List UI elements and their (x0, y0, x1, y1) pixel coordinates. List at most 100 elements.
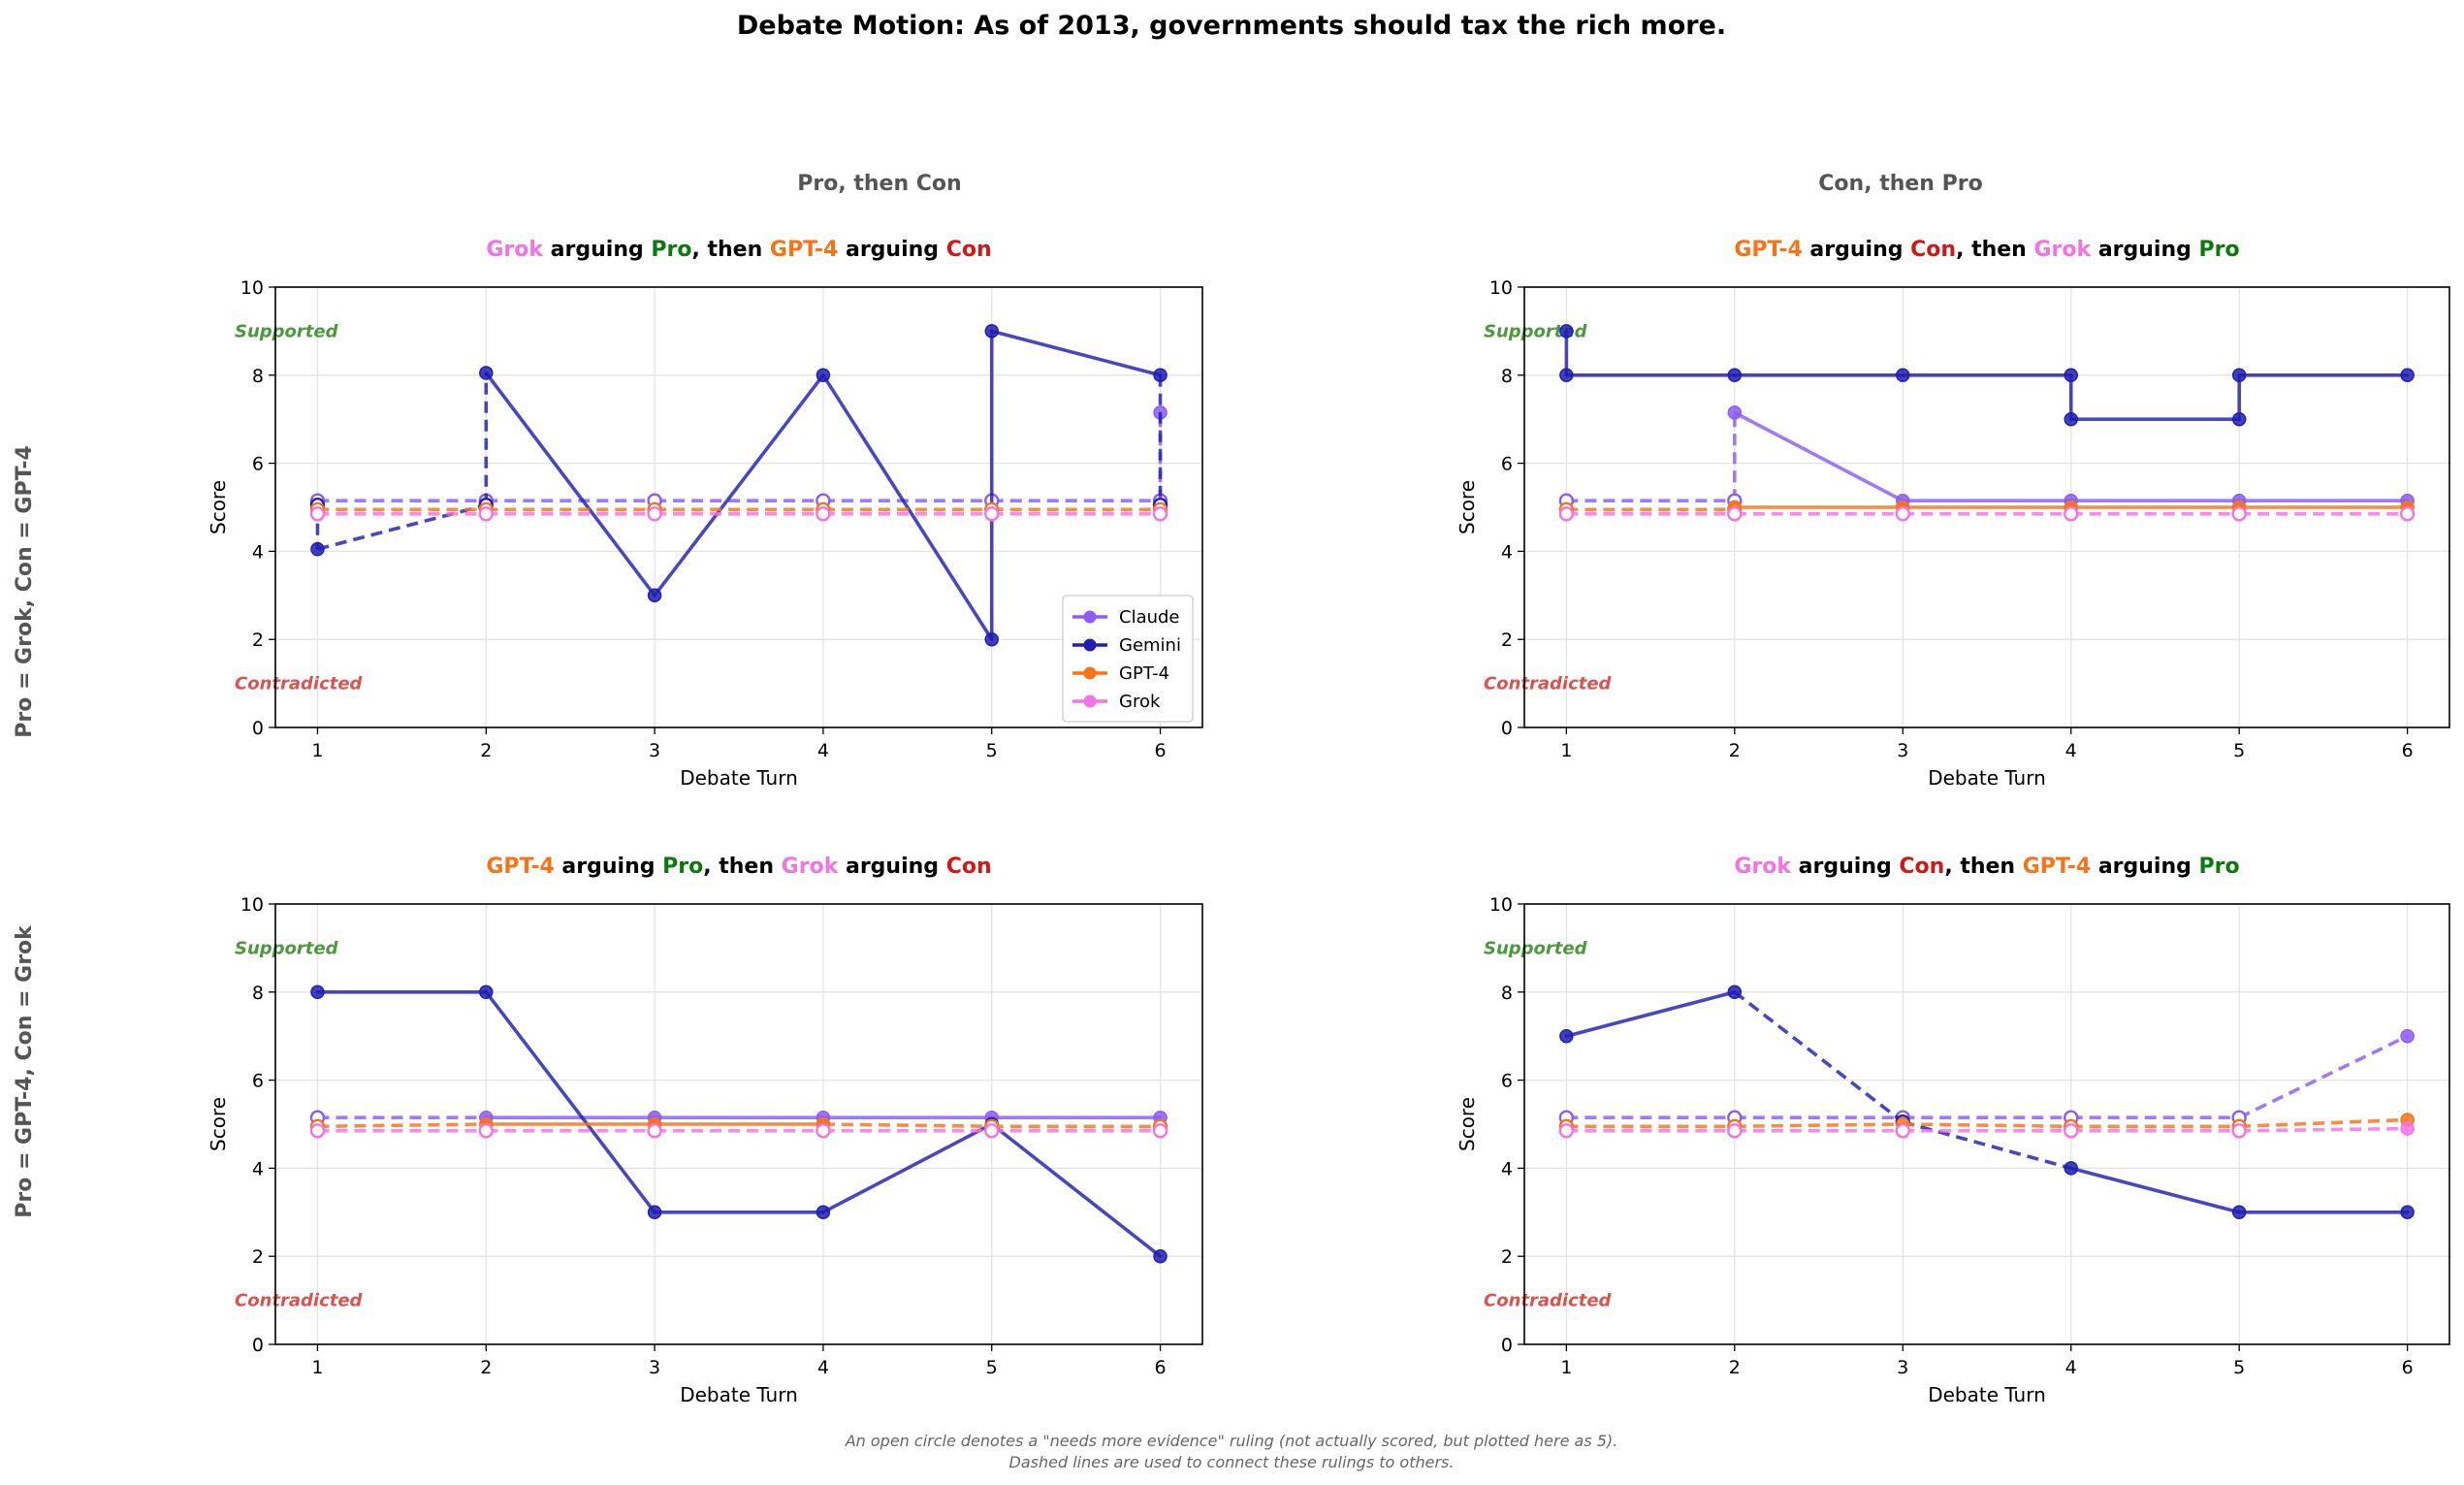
series-segment (1734, 1122, 1904, 1129)
y-tick-label: 0 (252, 1335, 264, 1356)
x-tick-label: 6 (1154, 1357, 1166, 1378)
series-claude (1558, 1028, 2415, 1125)
data-point (2400, 1205, 2415, 1220)
x-tick-label: 6 (2402, 740, 2414, 761)
y-tick-label: 4 (252, 1158, 264, 1179)
panel-title-part: , then (1956, 238, 2033, 262)
y-tick-label: 8 (252, 366, 264, 387)
data-point (647, 1123, 662, 1139)
x-tick-label: 4 (2065, 1357, 2077, 1378)
series-segment (989, 1122, 1163, 1258)
series-segment (1902, 1119, 2072, 1171)
panel-title-part: GPT-4 (1734, 238, 1802, 262)
column-header-right: Con, then Pro (1818, 172, 1982, 196)
y-tick-label: 0 (1501, 718, 1513, 739)
data-point (984, 324, 999, 339)
annotation-contradicted: Contradicted (235, 1291, 364, 1311)
axes-frame (1523, 903, 2450, 1345)
x-axis-label: Debate Turn (680, 766, 798, 790)
y-tick-label: 10 (240, 277, 264, 299)
panel-title-part: arguing (2091, 855, 2198, 879)
annotation-contradicted: Contradicted (1484, 674, 1613, 694)
row-label-top: Pro = Grok, Con = GPT-4 (13, 445, 37, 738)
y-tick-label: 6 (252, 454, 264, 475)
legend-label: Claude (1119, 607, 1180, 628)
y-tick-label: 2 (252, 630, 264, 651)
x-tick-label: 5 (2233, 740, 2245, 761)
data-point (984, 1123, 1000, 1139)
series-claude (309, 405, 1168, 508)
series-gemini (1559, 985, 2415, 1220)
series-grok (1558, 506, 2416, 522)
panel-title-part: Grok (1734, 855, 1792, 879)
panel-title-part: arguing (2091, 238, 2198, 262)
series-segment (989, 329, 1163, 377)
panel-title-part: , then (691, 238, 769, 262)
series-grok (1558, 1121, 2415, 1139)
data-point (2064, 1161, 2078, 1176)
x-axis-label: Debate Turn (1928, 766, 2046, 790)
data-point (1895, 1123, 1910, 1139)
data-point (310, 985, 325, 1000)
x-tick-label: 3 (1897, 740, 1908, 761)
panel-title: Grok arguing Pro, then GPT-4 arguing Con (486, 238, 991, 262)
series-segment (484, 989, 656, 1214)
panel-1: Supported Contradicted 1 2 3 4 5 6 0 2 4 6 8 10 Debate… (207, 238, 1203, 790)
panel-4: Supported Contradicted 1 2 3 4 5 6 0 2 4 6 8 10 Debate… (1456, 855, 2450, 1406)
y-tick-label: 8 (252, 983, 264, 1004)
panel-title-part: , then (1944, 855, 2022, 879)
y-tick-label: 6 (1501, 454, 1513, 475)
data-point (1153, 1248, 1168, 1264)
data-point (2064, 1123, 2079, 1139)
data-point (309, 1123, 326, 1139)
annotation-contradicted: Contradicted (235, 674, 364, 694)
panel-title-part: arguing (555, 855, 662, 879)
data-point (647, 588, 662, 603)
data-point (2400, 1121, 2415, 1136)
axes-frame (274, 903, 1203, 1345)
series-claude (309, 1110, 1168, 1125)
y-tick-label: 2 (252, 1246, 264, 1268)
data-point (816, 1123, 831, 1139)
y-tick-label: 2 (1501, 630, 1513, 651)
panel-title-part: Pro (2199, 238, 2240, 262)
y-tick-label: 6 (252, 1071, 264, 1092)
x-axis-label: Debate Turn (1928, 1383, 2046, 1406)
data-point (1895, 506, 1910, 522)
x-tick-label: 4 (2065, 740, 2077, 761)
series-claude (1558, 405, 2415, 508)
data-point (1896, 368, 1910, 383)
x-tick-label: 4 (817, 1357, 829, 1378)
data-point (2064, 368, 2078, 383)
panel-title-part: Pro (2199, 855, 2240, 879)
footnote-line-1: An open circle denotes a "needs more evi… (845, 1432, 1618, 1450)
panel-title-part: Pro (651, 238, 691, 262)
legend-item-gemini: Gemini (1072, 635, 1181, 656)
panel-title-part: , then (703, 855, 781, 879)
panel-title-part: arguing (1803, 238, 1910, 262)
y-tick-label: 0 (1501, 1335, 1513, 1356)
data-point (2231, 1123, 2247, 1139)
data-point (479, 366, 494, 380)
x-tick-label: 6 (2402, 1357, 2414, 1378)
legend-marker (1083, 638, 1097, 652)
data-point (1559, 1028, 1574, 1044)
panel-title: GPT-4 arguing Con, then Grok arguing Pro (1734, 238, 2239, 262)
legend-item-grok: Grok (1072, 692, 1161, 712)
series-segment (1564, 989, 1737, 1038)
legend-frame (1062, 595, 1194, 723)
series-segment (821, 1122, 994, 1214)
x-tick-label: 1 (311, 1357, 323, 1378)
legend: Claude Gemini GPT-4 Grok (1062, 595, 1194, 723)
data-point (984, 631, 999, 647)
axes-frame (274, 286, 1203, 728)
data-point (1152, 506, 1168, 522)
series-segment (2239, 1126, 2408, 1133)
y-tick-label: 4 (1501, 541, 1513, 563)
y-tick-label: 10 (1489, 894, 1513, 916)
data-point (1727, 1123, 1743, 1139)
series-segment (821, 372, 994, 642)
legend-marker (1083, 666, 1097, 680)
data-point (1559, 324, 1574, 339)
